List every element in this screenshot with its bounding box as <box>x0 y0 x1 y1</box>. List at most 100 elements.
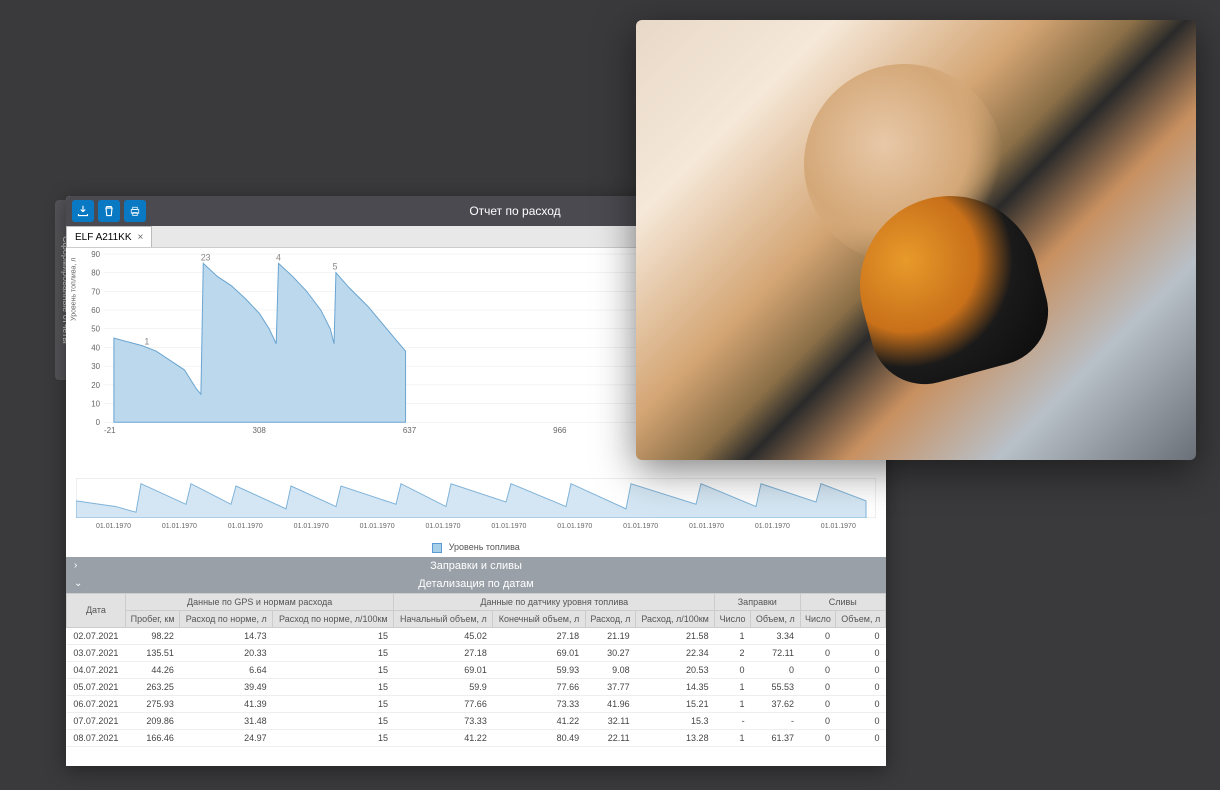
table-cell: 1 <box>715 678 751 695</box>
table-col-th: Расход по норме, л/100км <box>273 610 394 627</box>
table-cell: 1 <box>715 729 751 746</box>
download-button[interactable] <box>72 200 94 222</box>
table-cell: 20.53 <box>636 661 715 678</box>
svg-text:20: 20 <box>91 381 100 390</box>
table-cell: 15.21 <box>636 695 715 712</box>
table-cell: 0 <box>800 627 836 644</box>
table-cell: 41.39 <box>180 695 273 712</box>
table-cell: 9.08 <box>585 661 635 678</box>
table-col-th: Пробег, км <box>125 610 180 627</box>
vehicle-tab[interactable]: ELF A211KK × <box>66 226 152 247</box>
table-row: 03.07.2021135.5120.331527.1869.0130.2722… <box>67 644 886 661</box>
svg-text:10: 10 <box>91 400 100 409</box>
table-cell: 44.26 <box>125 661 180 678</box>
table-cell: 1 <box>715 695 751 712</box>
table-cell: 21.19 <box>585 627 635 644</box>
table-row: 02.07.202198.2214.731545.0227.1821.1921.… <box>67 627 886 644</box>
mini-x-tick: 01.01.1970 <box>623 523 658 530</box>
table-group-th: Сливы <box>800 593 886 610</box>
chart-legend: Уровень топлива <box>66 538 886 557</box>
table-cell: 55.53 <box>751 678 800 695</box>
table-cell: 72.11 <box>751 644 800 661</box>
trash-icon <box>103 205 115 217</box>
x-tick-label: -21 <box>104 426 116 444</box>
svg-text:70: 70 <box>91 287 100 296</box>
section-title: Детализация по датам <box>418 578 533 590</box>
table-cell: 0 <box>800 695 836 712</box>
chevron-right-icon: › <box>74 560 77 571</box>
table-cell: 37.62 <box>751 695 800 712</box>
table-cell: 24.97 <box>180 729 273 746</box>
table-cell: 0 <box>715 661 751 678</box>
table-cell: 0 <box>800 729 836 746</box>
table-cell: 15 <box>273 712 394 729</box>
table-cell: 15.3 <box>636 712 715 729</box>
chevron-down-icon: ⌄ <box>74 578 82 589</box>
table-row: 05.07.2021263.2539.491559.977.6637.7714.… <box>67 678 886 695</box>
table-cell: 14.73 <box>180 627 273 644</box>
table-column-header: Пробег, кмРасход по норме, лРасход по но… <box>67 610 886 627</box>
table-cell: 15 <box>273 661 394 678</box>
svg-text:1: 1 <box>144 337 149 347</box>
svg-text:90: 90 <box>91 250 100 259</box>
legend-swatch <box>432 543 442 553</box>
mini-x-tick: 01.01.1970 <box>689 523 724 530</box>
print-icon <box>129 205 141 217</box>
table-cell: 08.07.2021 <box>67 729 126 746</box>
table-cell: 77.66 <box>493 678 585 695</box>
table-cell: 13.28 <box>636 729 715 746</box>
close-icon[interactable]: × <box>138 232 144 243</box>
table-cell: 02.07.2021 <box>67 627 126 644</box>
table-cell: 69.01 <box>493 644 585 661</box>
svg-text:0: 0 <box>96 418 101 427</box>
table-cell: 135.51 <box>125 644 180 661</box>
table-cell: 0 <box>836 644 886 661</box>
table-cell: 15 <box>273 695 394 712</box>
table-col-th: Объем, л <box>836 610 886 627</box>
table-group-th: Данные по датчику уровня топлива <box>394 593 715 610</box>
mini-x-tick: 01.01.1970 <box>557 523 592 530</box>
svg-text:80: 80 <box>91 269 100 278</box>
download-icon <box>77 205 89 217</box>
details-table: ДатаДанные по GPS и нормам расходаДанные… <box>66 593 886 747</box>
table-cell: 3.34 <box>751 627 800 644</box>
svg-text:4: 4 <box>276 252 281 262</box>
print-button[interactable] <box>124 200 146 222</box>
tab-label: ELF A211KK <box>75 232 132 243</box>
table-cell: 27.18 <box>493 627 585 644</box>
mini-x-tick: 01.01.1970 <box>755 523 790 530</box>
table-cell: 209.86 <box>125 712 180 729</box>
table-cell: 263.25 <box>125 678 180 695</box>
table-cell: 41.22 <box>394 729 493 746</box>
table-cell: 2 <box>715 644 751 661</box>
table-cell: 59.9 <box>394 678 493 695</box>
table-col-th: Расход, л <box>585 610 635 627</box>
svg-text:30: 30 <box>91 362 100 371</box>
mini-x-tick: 01.01.1970 <box>360 523 395 530</box>
table-cell: 06.07.2021 <box>67 695 126 712</box>
table-cell: 15 <box>273 644 394 661</box>
table-group-th: Данные по GPS и нормам расхода <box>125 593 394 610</box>
section-details[interactable]: ⌄ Детализация по датам <box>66 575 886 593</box>
section-refills[interactable]: › Заправки и сливы <box>66 557 886 575</box>
mini-x-tick: 01.01.1970 <box>821 523 856 530</box>
table-cell: 0 <box>836 627 886 644</box>
table-cell: 0 <box>836 729 886 746</box>
overview-chart: 01.01.1970 01.01.1970 01.01.1970 01.01.1970… <box>66 478 886 538</box>
mini-chart-svg[interactable] <box>76 478 876 518</box>
table-cell: 04.07.2021 <box>67 661 126 678</box>
table-cell: 77.66 <box>394 695 493 712</box>
table-cell: 0 <box>836 712 886 729</box>
table-cell: 37.77 <box>585 678 635 695</box>
table-cell: 61.37 <box>751 729 800 746</box>
table-cell: 32.11 <box>585 712 635 729</box>
mini-x-tick: 01.01.1970 <box>294 523 329 530</box>
delete-button[interactable] <box>98 200 120 222</box>
table-col-th: Конечный объем, л <box>493 610 585 627</box>
table-cell: 0 <box>800 712 836 729</box>
table-row: 07.07.2021209.8631.481573.3341.2232.1115… <box>67 712 886 729</box>
table-cell: 15 <box>273 678 394 695</box>
mini-x-tick: 01.01.1970 <box>96 523 131 530</box>
table-cell: 22.34 <box>636 644 715 661</box>
table-cell: 39.49 <box>180 678 273 695</box>
